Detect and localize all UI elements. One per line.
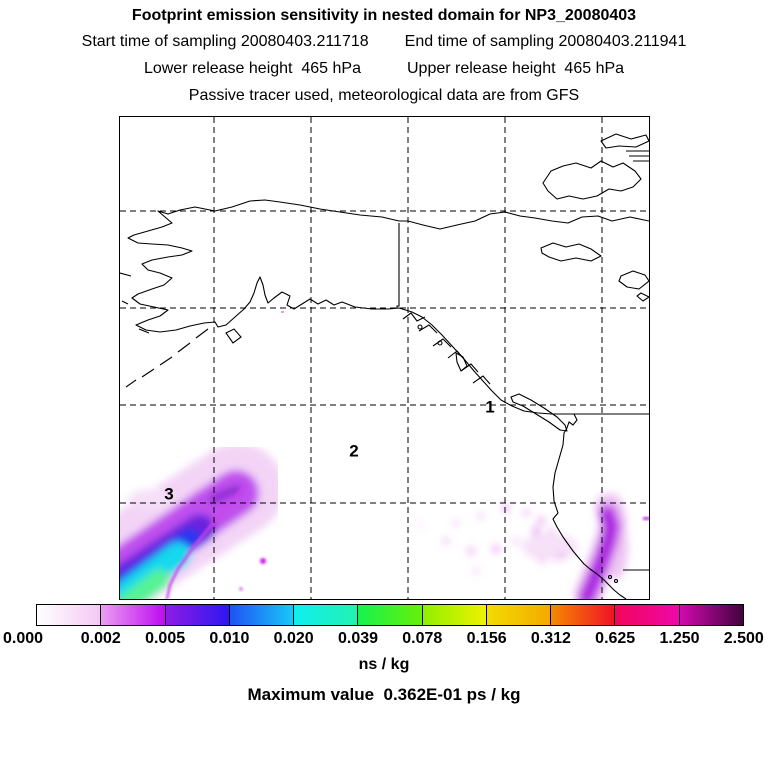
colorbar-tick-0.078: 0.078 bbox=[402, 630, 443, 647]
colorbar-tick-0.002: 0.002 bbox=[80, 630, 121, 647]
colorbar bbox=[36, 604, 744, 626]
receptor-marker-1: 1 bbox=[485, 397, 495, 417]
colorbar-segment-4 bbox=[294, 605, 359, 625]
colorbar-tick-0.005: 0.005 bbox=[145, 630, 186, 647]
colorbar-tick-0.312: 0.312 bbox=[530, 630, 571, 647]
colorbar-tick-0.000: 0.000 bbox=[2, 630, 44, 647]
colorbar-tick-0.156: 0.156 bbox=[466, 630, 507, 647]
border-lines bbox=[396, 223, 649, 571]
plume-southwest bbox=[120, 311, 284, 599]
graticule-grid bbox=[120, 117, 649, 599]
colorbar-segment-0 bbox=[37, 605, 102, 625]
colorbar-segment-8 bbox=[551, 605, 616, 625]
colorbar-tick-1.250: 1.250 bbox=[659, 630, 700, 647]
upper-release-label: Upper release height 465 hPa bbox=[407, 60, 625, 77]
receptor-marker-3: 3 bbox=[164, 484, 174, 504]
colorbar-segment-9 bbox=[615, 605, 680, 625]
haida-gwaii-island bbox=[455, 352, 468, 372]
colorbar-segment-6 bbox=[422, 605, 487, 625]
plume-west-coast bbox=[419, 493, 649, 599]
sampling-times-line: Start time of sampling 20080403.211718 E… bbox=[0, 33, 768, 51]
vancouver-island bbox=[510, 393, 568, 432]
colorbar-segment-2 bbox=[165, 605, 230, 625]
page-title: Footprint emission sensitivity in nested… bbox=[131, 7, 637, 24]
coastline-alaska-mainland bbox=[127, 199, 649, 599]
colorbar-segment-5 bbox=[358, 605, 423, 625]
colorbar-units-label: ns / kg bbox=[358, 656, 410, 673]
colorbar-segment-7 bbox=[486, 605, 552, 625]
maximum-value-label: Maximum value 0.362E-01 ps / kg bbox=[247, 685, 521, 704]
panhandle-islands bbox=[402, 312, 619, 584]
colorbar-segment-3 bbox=[229, 605, 295, 625]
end-time-label: End time of sampling 20080403.211941 bbox=[404, 33, 687, 50]
release-heights-line: Lower release height 465 hPa Upper relea… bbox=[0, 60, 768, 78]
alaska-yukon-border bbox=[396, 223, 400, 308]
map-panel: 1 2 3 bbox=[119, 116, 650, 600]
start-time-label: Start time of sampling 20080403.211718 bbox=[81, 33, 369, 50]
map-canvas bbox=[120, 117, 649, 599]
colorbar-tick-2.500: 2.500 bbox=[723, 630, 764, 647]
colorbar-segment-1 bbox=[101, 605, 166, 625]
colorbar-tick-0.010: 0.010 bbox=[209, 630, 250, 647]
colorbar-tick-0.625: 0.625 bbox=[595, 630, 636, 647]
alaska-peninsula-fragments bbox=[120, 272, 242, 388]
tracer-info-line: Passive tracer used, meteorological data… bbox=[188, 87, 580, 104]
lower-release-label: Lower release height 465 hPa bbox=[143, 60, 361, 77]
colorbar-tick-0.039: 0.039 bbox=[337, 630, 379, 647]
arctic-islands bbox=[540, 133, 649, 302]
colorbar-tick-0.020: 0.020 bbox=[273, 630, 314, 647]
receptor-marker-2: 2 bbox=[349, 441, 359, 461]
colorbar-tick-labels: 0.000 0.002 0.005 0.010 0.020 0.039 0.078 0.156… bbox=[0, 630, 768, 650]
colorbar-segment-10 bbox=[679, 605, 743, 625]
